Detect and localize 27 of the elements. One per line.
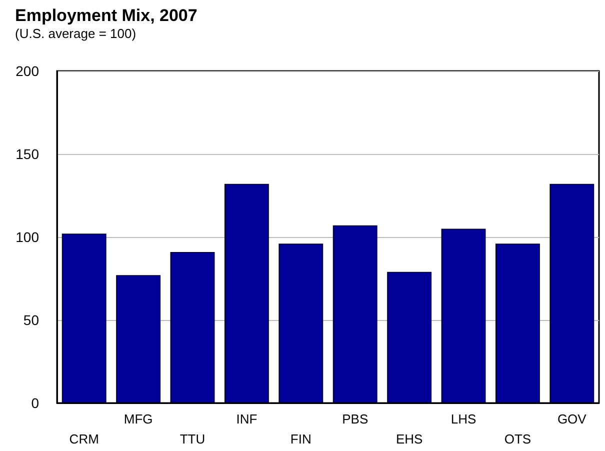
x-tick-label: FIN — [290, 432, 312, 446]
y-tick-label: 150 — [16, 146, 40, 162]
y-tick-label: 100 — [16, 229, 40, 245]
bar — [495, 244, 540, 403]
chart-title: Employment Mix, 2007 — [15, 6, 198, 25]
bar — [116, 275, 161, 403]
bar — [550, 184, 594, 403]
x-tick-label: EHS — [396, 432, 423, 446]
bar — [62, 234, 106, 403]
bar — [332, 225, 378, 403]
x-tick-label: OTS — [504, 432, 532, 446]
x-tick-label: CRM — [69, 432, 99, 446]
x-tick-label: PBS — [342, 412, 368, 426]
y-tick-label: 0 — [31, 395, 40, 411]
chart-subtitle: (U.S. average = 100) — [15, 26, 136, 41]
bar — [278, 244, 324, 403]
x-tick-label: MFG — [124, 412, 153, 426]
bar — [387, 272, 432, 403]
bar — [224, 184, 269, 403]
y-tick-label: 200 — [16, 63, 40, 79]
bar — [170, 252, 215, 403]
x-tick-label: TTU — [180, 432, 206, 446]
x-tick-label: LHS — [450, 412, 476, 426]
bar — [441, 228, 486, 403]
x-tick-label: GOV — [557, 412, 587, 426]
x-tick-label: INF — [236, 412, 258, 426]
y-tick-label: 50 — [23, 312, 40, 328]
